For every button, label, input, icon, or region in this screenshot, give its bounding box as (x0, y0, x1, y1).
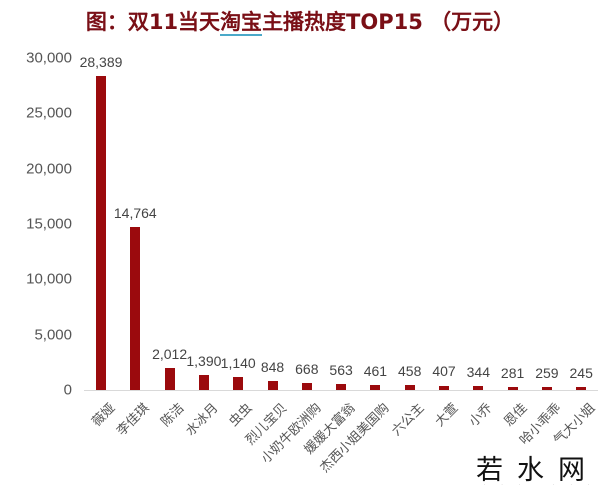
bar-value-label: 28,389 (79, 53, 123, 70)
bar (198, 374, 209, 390)
bar-value-label: 848 (260, 358, 285, 375)
bar-value-label: 259 (535, 365, 559, 382)
chart-title: 图：双11当天淘宝主播热度TOP15 （万元） (0, 6, 600, 36)
bar (473, 386, 484, 390)
y-tick-label: 5,000 (34, 326, 72, 344)
bar-value-label: 461 (363, 362, 388, 379)
chart-title-suffix: 主播热度TOP15 （万元） (262, 10, 515, 34)
bar (541, 387, 552, 390)
bar-value-label: 14,764 (113, 204, 157, 221)
bar-value-label: 2,012 (152, 345, 188, 362)
x-category-label: 小乔 (466, 400, 496, 430)
bar-value-label: 668 (295, 360, 319, 377)
y-tick-label: 10,000 (26, 270, 72, 288)
watermark-subtext: ··· ··· ··· (484, 482, 600, 487)
bar-value-label: 344 (466, 364, 490, 381)
bar (576, 387, 587, 390)
bar (507, 386, 518, 390)
bar (96, 75, 106, 390)
y-tick-label: 0 (63, 381, 72, 399)
x-axis-baseline (84, 390, 598, 391)
bar-value-label: 245 (569, 365, 593, 382)
x-category-label: 大萱 (432, 400, 462, 430)
x-category-label: 六公主 (388, 400, 428, 440)
y-tick-label: 30,000 (26, 49, 72, 67)
bar-value-label: 563 (329, 361, 353, 378)
bar-value-label: 1,390 (186, 352, 222, 369)
bar-value-label: 407 (432, 363, 456, 380)
x-category-label: 李佳琪 (114, 400, 153, 440)
bar (233, 377, 244, 390)
watermark-logo: 若水网 (476, 455, 599, 486)
bar (130, 226, 141, 390)
bar (404, 384, 415, 390)
chart-title-prefix: 图：双11当天 (85, 10, 221, 34)
bar (164, 367, 175, 390)
bar (370, 384, 381, 390)
bar (267, 380, 278, 390)
chart-title-underlined: 淘宝 (220, 10, 263, 36)
bar (439, 385, 449, 390)
y-tick-label: 20,000 (26, 160, 72, 178)
bar-value-label: 458 (398, 362, 422, 379)
bar (301, 382, 312, 390)
x-category-label: 水冰月 (183, 400, 222, 440)
y-tick-label: 15,000 (26, 215, 72, 233)
bar (336, 383, 347, 390)
y-tick-label: 25,000 (26, 104, 72, 122)
bar-value-label: 281 (500, 364, 525, 381)
bar-value-label: 1,140 (220, 355, 256, 372)
